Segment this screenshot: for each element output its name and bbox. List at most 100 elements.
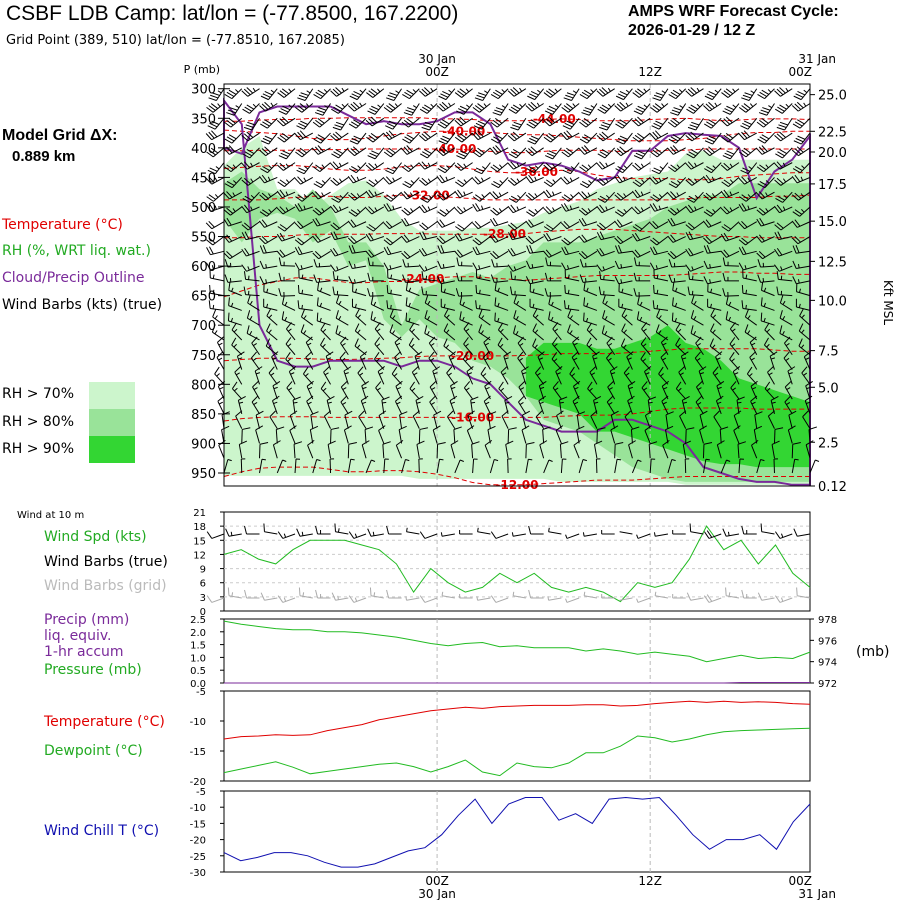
cross-section-wind-barb	[436, 101, 456, 112]
barb-flag	[723, 179, 731, 186]
barb-flag	[470, 396, 479, 401]
barb-staff	[728, 177, 740, 187]
barb-flag	[741, 220, 748, 228]
barb-flag	[599, 126, 608, 131]
barb-flag	[775, 197, 783, 203]
barb-flag	[272, 380, 281, 387]
barb-half-flag	[782, 331, 785, 336]
barb-flag	[405, 297, 408, 306]
barb-flag	[525, 194, 533, 201]
barb-flag	[788, 410, 797, 416]
cross-section-wind-barb	[562, 162, 580, 175]
barb-flag	[401, 121, 409, 128]
barb-flag	[450, 440, 459, 446]
barb-flag	[579, 166, 587, 173]
cross-section-wind-barb	[365, 249, 385, 258]
barb-half-flag	[696, 87, 700, 92]
barb-flag	[277, 92, 285, 98]
barb-staff	[627, 400, 633, 415]
cross-section-wind-barb	[667, 459, 676, 474]
cross-section-wind-barb	[418, 204, 438, 214]
barb-half-flag	[459, 459, 464, 462]
cross-section-wind-barb	[366, 132, 385, 143]
barb-half-flag	[230, 317, 234, 322]
barb-flag	[206, 106, 214, 113]
barb-flag	[226, 251, 233, 258]
barb-flag	[545, 155, 553, 160]
barb-flag	[401, 252, 408, 260]
barb-staff	[745, 191, 758, 202]
barb-flag	[453, 426, 462, 430]
cross-section-wind-barb	[416, 440, 425, 459]
barb-flag	[756, 121, 764, 128]
barb-flag	[459, 150, 468, 155]
barb-half-flag	[623, 209, 627, 213]
barb-staff	[247, 88, 260, 97]
barb-flag	[512, 149, 521, 155]
cross-section-wind-barb	[403, 103, 420, 116]
wind10-barb-grid	[419, 595, 438, 603]
barb-staff	[660, 342, 669, 355]
cross-section-wind-barb	[725, 311, 740, 326]
cross-section-wind-barb	[517, 336, 527, 356]
barb-half-flag	[537, 89, 541, 94]
cross-section-wind-barb	[463, 337, 473, 356]
pressure-tick-label: 600	[191, 260, 216, 275]
barb-flag	[498, 381, 504, 389]
barb-flag	[599, 222, 607, 229]
cross-section-wind-barb	[779, 310, 793, 326]
barb-flag	[265, 338, 271, 347]
barb-half-flag	[699, 372, 705, 375]
barb-flag	[454, 207, 461, 215]
barb-staff	[448, 356, 456, 370]
barb-staff	[593, 444, 598, 459]
barb-flag	[756, 192, 763, 200]
barb-half-flag	[392, 194, 396, 198]
barb-flag	[706, 530, 713, 538]
barb-flag	[670, 112, 679, 116]
barb-flag	[796, 146, 804, 153]
barb-staff	[621, 330, 633, 341]
barb-flag	[741, 176, 748, 184]
barb-half-flag	[732, 104, 737, 108]
barb-flag	[418, 248, 425, 257]
cross-section-wind-barb	[259, 276, 278, 285]
barb-half-flag	[252, 87, 256, 92]
barb-flag	[386, 122, 395, 128]
barb-staff	[618, 291, 633, 297]
barb-flag	[495, 107, 504, 111]
barb-flag	[627, 395, 635, 402]
barb-half-flag	[337, 595, 339, 600]
barb-flag	[477, 103, 485, 109]
barb-flag	[596, 232, 602, 240]
barb-flag	[529, 137, 538, 143]
barb-flag	[634, 189, 641, 197]
cross-section-wind-barb	[241, 264, 260, 272]
cross-section-wind-barb	[306, 395, 314, 415]
barb-half-flag	[446, 329, 450, 334]
barb-flag	[581, 191, 588, 198]
barb-flag	[703, 211, 712, 217]
barb-half-flag	[727, 531, 730, 536]
barb-staff	[556, 415, 562, 429]
barb-flag	[632, 233, 638, 242]
cross-section-wind-barb	[668, 177, 687, 189]
barb-flag	[705, 209, 714, 215]
barb-flag	[490, 274, 495, 283]
barb-flag	[419, 108, 428, 114]
pressure-tick-label: 700	[191, 319, 216, 334]
wind10-barb-true	[636, 533, 651, 539]
barb-flag	[501, 410, 509, 417]
barb-flag	[720, 119, 728, 127]
barb-staff	[298, 277, 313, 282]
barb-flag	[741, 194, 749, 200]
barb-half-flag	[623, 165, 628, 169]
barb-half-flag	[782, 162, 786, 167]
cross-section-wind-barb	[508, 191, 527, 203]
barb-half-flag	[353, 279, 356, 284]
barb-staff	[285, 343, 296, 356]
cross-section-wind-barb	[293, 441, 303, 459]
wind10-barb-true	[565, 533, 580, 539]
barb-flag	[405, 282, 408, 291]
cross-section-wind-barb	[721, 88, 740, 98]
